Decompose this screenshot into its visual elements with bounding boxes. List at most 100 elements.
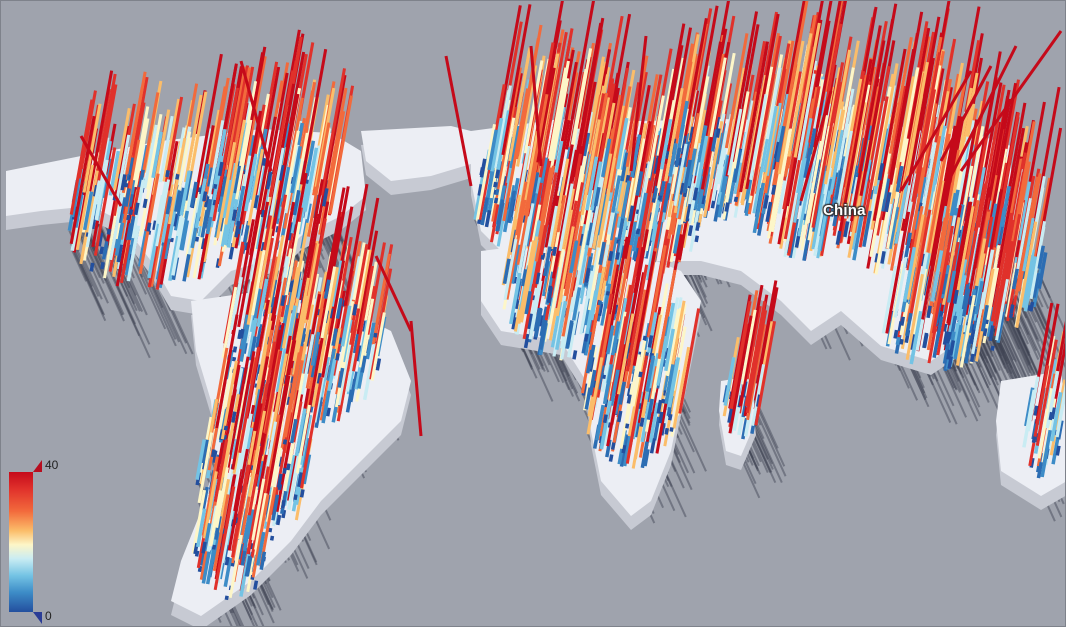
data-bar — [615, 252, 620, 260]
data-bar — [617, 257, 640, 362]
data-bar — [580, 119, 601, 216]
data-bar — [765, 102, 782, 176]
data-bar — [195, 439, 206, 481]
data-bar — [642, 335, 647, 341]
data-bar — [282, 439, 288, 445]
data-bar — [85, 232, 90, 238]
data-bar — [369, 268, 393, 380]
data-bar — [261, 349, 281, 440]
data-bar — [289, 376, 295, 384]
data-bar — [549, 78, 570, 173]
data-bar — [990, 345, 995, 351]
data-bar — [850, 40, 886, 222]
data-bar — [264, 194, 288, 304]
data-bar — [680, 17, 708, 155]
data-bar — [299, 377, 323, 489]
data-bar — [105, 125, 130, 246]
data-bar — [477, 184, 483, 196]
data-bar — [201, 456, 219, 536]
bar-shadow — [71, 250, 88, 282]
data-bar — [245, 250, 263, 332]
data-bar — [635, 228, 641, 235]
data-bar — [664, 328, 676, 372]
data-bar — [74, 194, 84, 228]
data-bar — [345, 389, 354, 413]
data-bar — [520, 268, 528, 287]
data-bar — [194, 178, 207, 229]
data-bar — [617, 410, 623, 423]
data-bar — [1026, 304, 1031, 311]
data-bar — [600, 283, 612, 326]
bar-shadow — [79, 263, 106, 316]
data-bar — [752, 280, 778, 401]
bar-shadow — [70, 243, 105, 315]
data-bar — [267, 234, 285, 315]
bar-shadow — [946, 368, 958, 391]
bar-shadow — [1024, 310, 1041, 342]
data-bar — [265, 375, 291, 498]
data-bar — [291, 132, 309, 214]
data-bar — [926, 248, 948, 351]
data-bar — [906, 216, 929, 322]
data-bar — [968, 295, 973, 305]
data-bar — [765, 201, 773, 223]
data-bar — [208, 490, 223, 547]
bar-shadow — [678, 413, 707, 472]
data-bar — [97, 232, 104, 247]
data-bar — [235, 119, 253, 200]
data-bar — [730, 11, 759, 149]
bar-shadow — [928, 362, 958, 425]
data-bar — [663, 390, 668, 396]
bar-shadow — [975, 361, 1001, 413]
data-bar — [836, 59, 873, 241]
data-bar — [289, 418, 298, 444]
bar-shadow — [94, 255, 124, 316]
data-bar — [645, 355, 656, 393]
data-bar — [582, 132, 591, 157]
landmass — [361, 126, 491, 181]
data-bar — [69, 99, 94, 215]
data-bar — [679, 135, 687, 155]
data-bar — [223, 425, 228, 431]
data-bar — [618, 381, 626, 405]
data-bar — [625, 355, 649, 464]
data-bar — [315, 397, 324, 420]
data-bar — [605, 290, 610, 296]
data-bar — [838, 74, 868, 222]
data-bar — [493, 197, 499, 204]
bar-shadow — [999, 319, 1031, 385]
data-bar — [955, 205, 975, 296]
data-bar — [281, 166, 291, 202]
data-bar — [318, 356, 331, 401]
data-bar — [834, 168, 844, 200]
data-bar — [580, 304, 600, 394]
data-bar — [280, 499, 286, 509]
bar-shadow — [109, 271, 141, 337]
bar-shadow — [960, 367, 981, 408]
data-bar — [224, 556, 230, 566]
data-bar — [905, 89, 937, 246]
data-bar — [609, 86, 632, 193]
data-bar — [325, 407, 331, 417]
data-bar — [138, 160, 156, 237]
data-bar — [146, 222, 152, 232]
data-bar — [812, 1, 842, 148]
data-bar — [649, 195, 662, 243]
bar-shadow — [1032, 306, 1045, 330]
data-bar — [687, 142, 702, 207]
data-bar — [509, 272, 522, 325]
data-bar — [211, 450, 218, 463]
data-bar — [502, 258, 511, 285]
data-bar — [233, 165, 242, 194]
data-bar — [348, 256, 362, 310]
data-bar — [249, 346, 268, 428]
data-bar — [212, 532, 221, 563]
data-bar — [626, 122, 648, 222]
data-bar — [120, 174, 127, 191]
data-bar — [636, 402, 642, 410]
data-bar — [501, 4, 532, 156]
data-bar — [1011, 268, 1019, 290]
data-bar — [106, 228, 112, 235]
